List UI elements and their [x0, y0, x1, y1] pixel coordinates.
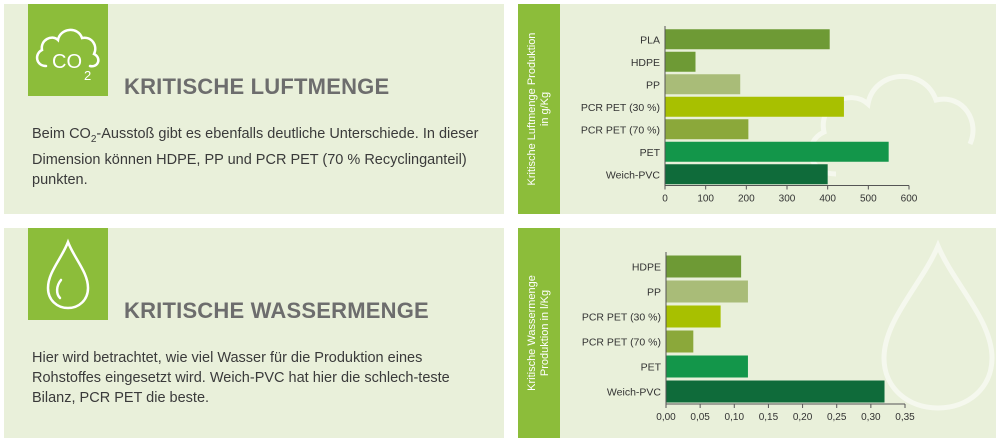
x-tick-label: 0,00 [656, 412, 676, 423]
water-info-panel: KRITISCHE WASSERMENGE Hier wird betracht… [4, 228, 504, 438]
bar-weich-pvc [665, 164, 828, 185]
category-label: HDPE [632, 262, 661, 274]
bar-pet [666, 355, 748, 378]
bar-pcr-pet-70- [666, 330, 694, 353]
x-tick-label: 0,30 [861, 412, 881, 423]
x-tick-label: 100 [697, 194, 714, 205]
x-tick-label: 0,15 [759, 412, 779, 423]
drop-watermark-icon [881, 239, 995, 411]
x-tick-label: 600 [901, 194, 918, 205]
air-text-post: -Ausstoß gibt es ebenfalls deutliche Unt… [32, 126, 479, 188]
bar-pp [666, 280, 748, 303]
co2-cloud-icon: CO 2 [28, 4, 108, 96]
air-heading: KRITISCHE LUFTMENGE [124, 74, 390, 99]
category-label: PET [640, 147, 661, 159]
bar-pcr-pet-70- [665, 119, 749, 140]
category-label: PP [647, 287, 661, 299]
air-info-panel: CO 2 KRITISCHE LUFTMENGE Beim CO2-Aussto… [4, 4, 504, 214]
air-text-sub: 2 [90, 133, 97, 145]
x-tick-label: 0,05 [690, 412, 710, 423]
water-description: Hier wird betrachtet, wie viel Wasser fü… [32, 350, 450, 406]
bar-hdpe [666, 255, 742, 278]
category-label: PET [641, 362, 662, 374]
icon-sub-text: 2 [84, 68, 91, 83]
water-bar-chart: HDPE PP PCR PET (30 %) PCR PET (70 %) PET Wei… [582, 239, 995, 423]
water-chart-panel: Kritische Wassermenge Produktion in l/Kg … [518, 228, 996, 438]
category-label: PCR PET (30 %) [582, 312, 661, 324]
x-tick-label: 200 [738, 194, 755, 205]
category-label: PLA [640, 34, 660, 46]
category-label: Weich-PVC [606, 169, 660, 181]
category-label: PP [646, 79, 660, 91]
bar-pet [665, 141, 889, 162]
category-label: Weich-PVC [607, 387, 661, 399]
x-tick-label: 0 [662, 194, 668, 205]
bar-pcr-pet-30- [665, 96, 844, 117]
bar-pcr-pet-30- [666, 305, 721, 328]
category-label: HDPE [631, 57, 660, 69]
x-tick-label: 0,10 [725, 412, 745, 423]
air-description: Beim CO2-Ausstoß gibt es ebenfalls deutl… [32, 124, 492, 190]
air-chart-panel: Kritische Luftmenge Produktion in g/Kg PL… [518, 4, 996, 214]
icon-co-text: CO [52, 51, 82, 73]
water-axis-bar: Kritische Wassermenge Produktion in l/Kg [518, 228, 560, 438]
bar-pla [665, 29, 830, 50]
category-label: PCR PET (70 %) [582, 337, 661, 349]
x-tick-label: 500 [860, 194, 877, 205]
category-label: PCR PET (70 %) [581, 124, 660, 136]
category-label: PCR PET (30 %) [581, 102, 660, 114]
x-tick-label: 300 [779, 194, 796, 205]
air-axis-bar: Kritische Luftmenge Produktion in g/Kg [518, 4, 560, 214]
bar-hdpe [665, 51, 696, 72]
x-tick-label: 400 [819, 194, 836, 205]
bar-weich-pvc [666, 380, 885, 403]
water-drop-icon [28, 228, 108, 320]
bar-pp [665, 74, 741, 95]
water-heading: KRITISCHE WASSERMENGE [124, 298, 429, 323]
x-tick-label: 0,25 [827, 412, 847, 423]
x-tick-label: 0,20 [793, 412, 813, 423]
x-tick-label: 0,35 [895, 412, 915, 423]
air-bar-chart: PLA HDPE PP PCR PET (30 %) PCR PET (70 %) PET… [581, 26, 976, 205]
air-text-pre: Beim CO [32, 126, 91, 142]
